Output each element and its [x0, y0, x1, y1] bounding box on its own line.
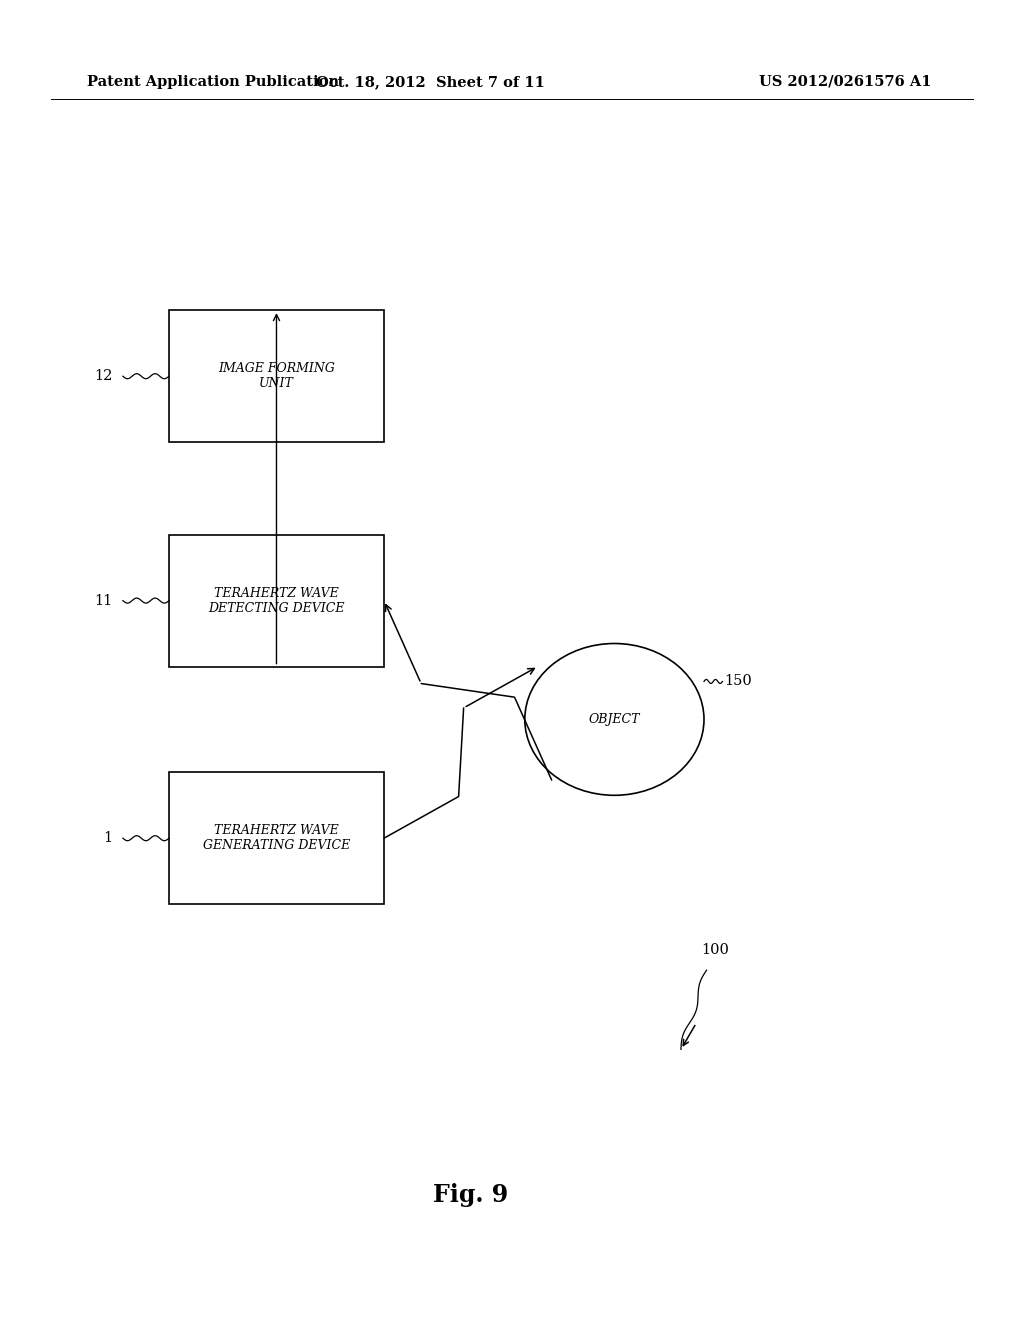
Text: 12: 12 [94, 370, 113, 383]
FancyBboxPatch shape [169, 772, 384, 904]
Text: TERAHERTZ WAVE
DETECTING DEVICE: TERAHERTZ WAVE DETECTING DEVICE [208, 586, 345, 615]
Text: 11: 11 [94, 594, 113, 607]
Text: Oct. 18, 2012  Sheet 7 of 11: Oct. 18, 2012 Sheet 7 of 11 [315, 75, 545, 88]
Ellipse shape [524, 644, 705, 795]
FancyBboxPatch shape [169, 310, 384, 442]
Text: 150: 150 [725, 675, 753, 689]
Text: TERAHERTZ WAVE
GENERATING DEVICE: TERAHERTZ WAVE GENERATING DEVICE [203, 824, 350, 853]
FancyBboxPatch shape [169, 535, 384, 667]
Text: Fig. 9: Fig. 9 [433, 1183, 509, 1206]
Text: IMAGE FORMING
UNIT: IMAGE FORMING UNIT [218, 362, 335, 391]
Text: 100: 100 [701, 944, 729, 957]
Text: Patent Application Publication: Patent Application Publication [87, 75, 339, 88]
Text: OBJECT: OBJECT [589, 713, 640, 726]
Text: US 2012/0261576 A1: US 2012/0261576 A1 [760, 75, 932, 88]
Text: 1: 1 [103, 832, 113, 845]
